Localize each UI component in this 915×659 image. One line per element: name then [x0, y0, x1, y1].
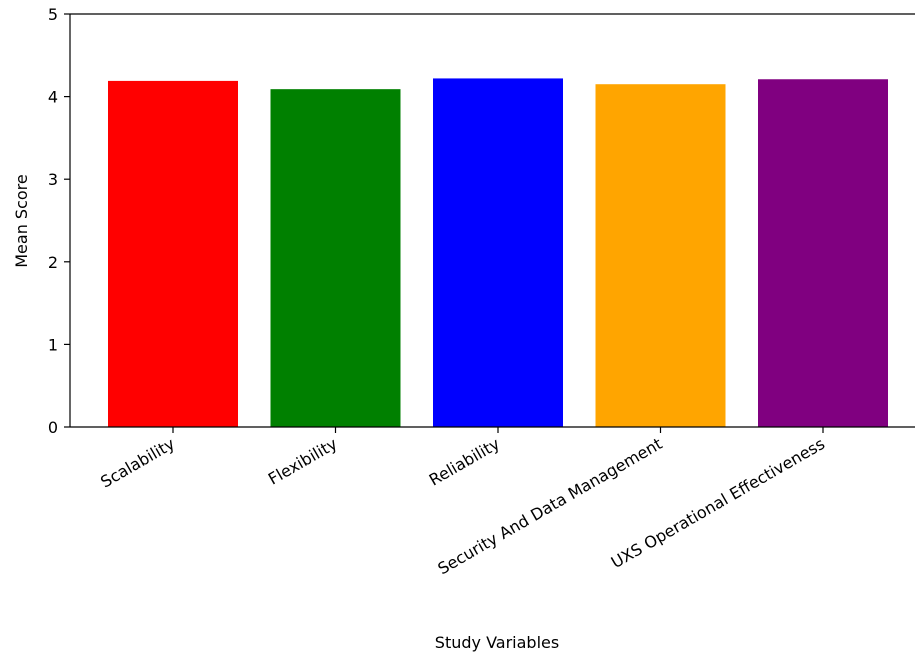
bar-uxs-operational-effectiveness: [758, 79, 888, 427]
bar-security-and-data-management: [595, 84, 726, 428]
y-tick-label: 4: [48, 88, 58, 107]
bars-group: [108, 78, 888, 428]
x-tick-label: Scalability: [97, 434, 178, 492]
x-axis-label: Study Variables: [435, 633, 559, 652]
x-tick-label: Flexibility: [265, 434, 341, 489]
x-tick-label: Reliability: [426, 434, 503, 490]
bar-flexibility: [270, 89, 401, 427]
y-tick-label: 3: [48, 170, 58, 189]
y-tick-label: 0: [48, 418, 58, 437]
y-tick-label: 1: [48, 335, 58, 354]
bar-scalability: [108, 80, 238, 427]
y-axis: 0 1 2 3 4 5: [48, 5, 71, 437]
y-tick-label: 2: [48, 253, 58, 272]
y-tick-label: 5: [48, 5, 58, 24]
bar-reliability: [433, 78, 563, 427]
y-axis-label: Mean Score: [12, 174, 31, 268]
